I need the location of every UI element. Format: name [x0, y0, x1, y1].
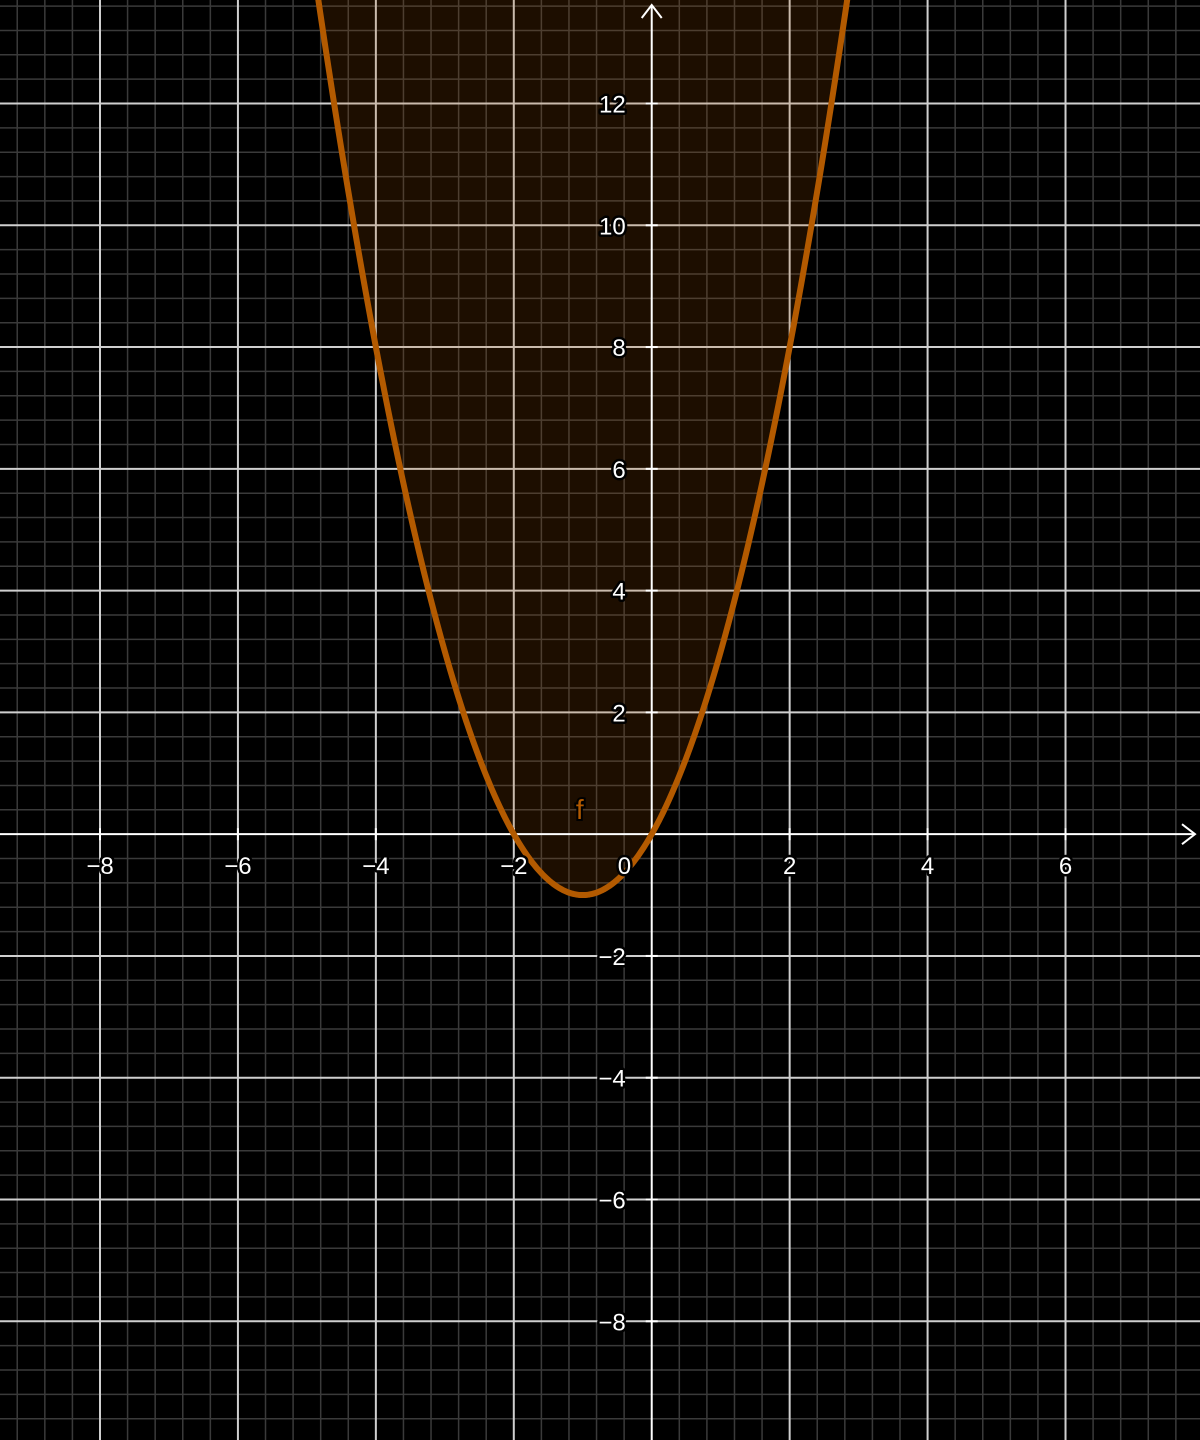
- y-tick-label: −8: [598, 1309, 625, 1336]
- y-tick-label: 2: [612, 700, 625, 727]
- x-tick-label: 0: [618, 853, 631, 880]
- x-tick-label: 2: [783, 853, 796, 880]
- axes: [0, 3, 1197, 1440]
- x-axis-arrow-icon: [1181, 823, 1197, 845]
- x-tick-label: −6: [224, 853, 251, 880]
- function-curve-f[interactable]: [315, 0, 851, 899]
- y-tick-label: 6: [612, 457, 625, 484]
- curve-label-f[interactable]: f: [574, 792, 586, 827]
- x-tick-label: −2: [500, 853, 527, 880]
- x-axis-tick-labels: −8 −6 −4 −2 0 2 4 6: [84, 851, 1075, 883]
- y-tick-label: 4: [612, 579, 625, 606]
- y-tick-label: −6: [598, 1187, 625, 1214]
- y-tick-label: 12: [599, 92, 626, 119]
- x-tick-label: 4: [921, 853, 934, 880]
- x-tick-label: −4: [362, 853, 389, 880]
- y-tick-label: −4: [598, 1066, 625, 1093]
- y-axis-tick-labels: −8 −6 −4 −2 2 4 6 8 10 12: [596, 89, 628, 1339]
- y-tick-label: 10: [599, 213, 626, 240]
- y-tick-label: −2: [598, 944, 625, 971]
- x-tick-label: −8: [86, 853, 113, 880]
- y-tick-label: 8: [612, 335, 625, 362]
- x-tick-label: 6: [1059, 853, 1072, 880]
- y-axis-arrow-icon: [640, 3, 663, 19]
